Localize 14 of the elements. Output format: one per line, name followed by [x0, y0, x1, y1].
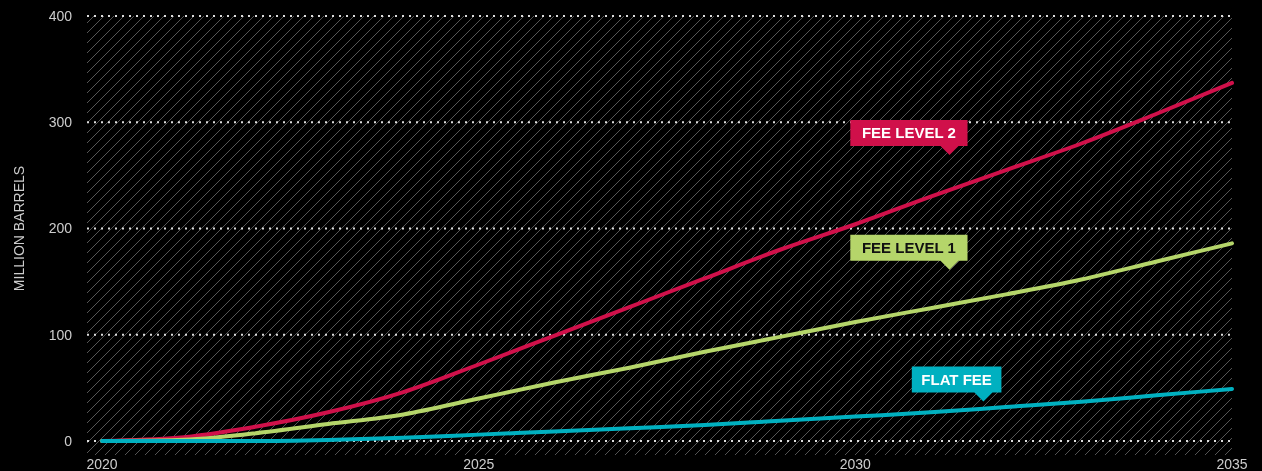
- y-tick-label: 100: [48, 326, 73, 343]
- x-tick-label: 2030: [839, 456, 872, 471]
- text: FEE LEVEL 2: [861, 123, 956, 141]
- y-tick-label: 200: [48, 220, 73, 237]
- line-series: [100, 386, 1234, 443]
- y-tick-label: 0: [64, 432, 73, 449]
- y-tick-label: 400: [48, 7, 73, 24]
- x-tick-label: 2025: [463, 456, 495, 471]
- x-tick-label: 2035: [1216, 456, 1248, 471]
- y-tick-label: 300: [48, 114, 73, 131]
- y-axis-title: MILLION BARRELS: [11, 165, 27, 292]
- text: FEE LEVEL 1: [861, 238, 956, 256]
- x-tick-label: 2020: [86, 456, 118, 471]
- series-label: FLAT FEE: [921, 370, 992, 388]
